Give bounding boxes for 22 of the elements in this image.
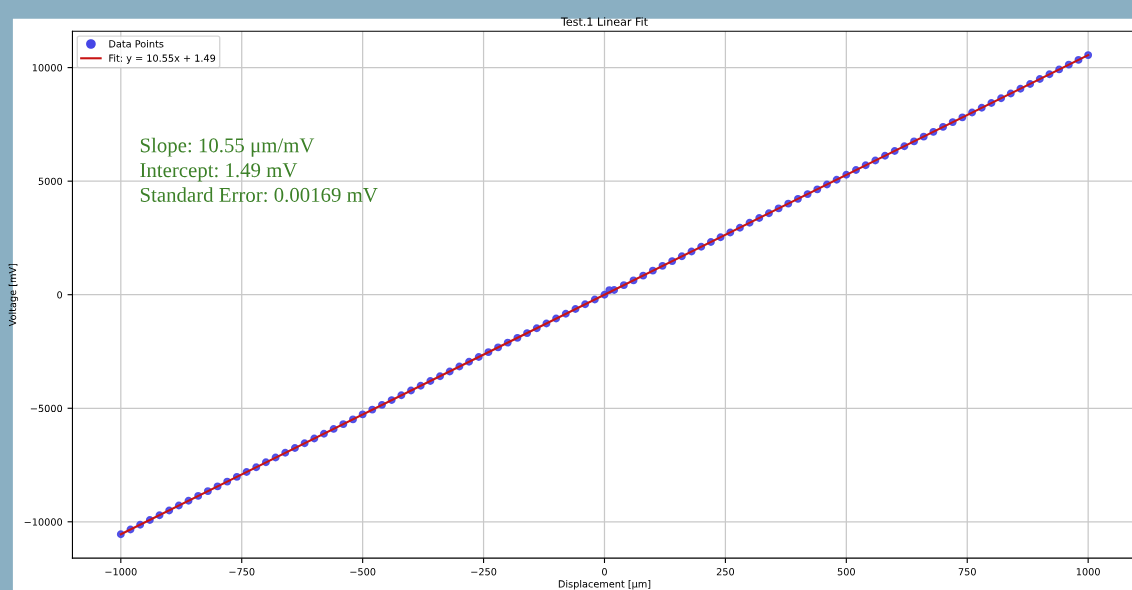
x-tick-label: −750 xyxy=(229,568,255,576)
chart-title: Test.1 Linear Fit xyxy=(560,17,648,26)
legend-label: Fit: y = 10.55x + 1.49 xyxy=(109,54,216,64)
y-tick-label: 5000 xyxy=(38,177,63,185)
x-tick-label: −1000 xyxy=(105,568,137,576)
annotation: Intercept: 1.49 mV xyxy=(140,163,298,182)
y-tick-label: 0 xyxy=(57,291,63,299)
y-tick-label: 10000 xyxy=(32,64,63,72)
y-axis-title: Voltage [mV] xyxy=(8,263,19,327)
x-tick-label: −250 xyxy=(471,568,497,576)
x-tick-label: 0 xyxy=(602,568,607,576)
y-tick-label: −5000 xyxy=(30,404,63,413)
x-tick-label: 250 xyxy=(716,568,735,576)
annotation: Standard Error: 0.00169 mV xyxy=(140,187,378,203)
x-axis-title: Displacement [μm] xyxy=(558,580,651,590)
x-tick-label: −500 xyxy=(350,568,376,576)
y-tick-label: −10000 xyxy=(24,518,63,526)
annotation: Slope: 10.55 μm/mV xyxy=(140,137,315,157)
legend-label: Data Points xyxy=(109,40,164,48)
x-tick-label: 750 xyxy=(958,568,976,576)
x-tick-label: 1000 xyxy=(1076,568,1100,576)
x-tick-label: 500 xyxy=(837,568,855,576)
